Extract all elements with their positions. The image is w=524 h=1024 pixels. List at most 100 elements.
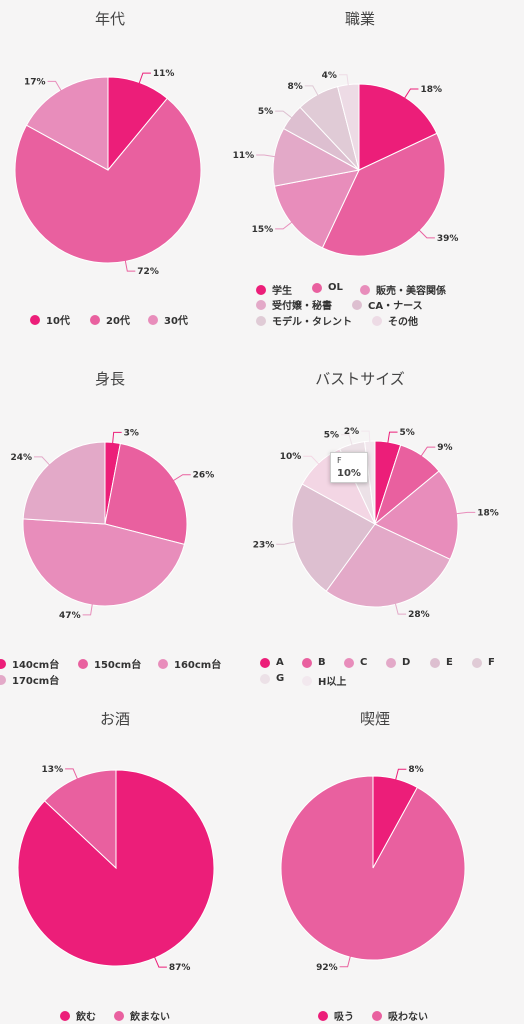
smoking-leader-line-0	[394, 768, 407, 781]
occupation-leader-line-6	[338, 74, 349, 87]
legend-item-150cm[interactable]: 150cm台	[78, 656, 141, 671]
legend-label: CA・ナース	[368, 301, 423, 312]
legend-label: H以上	[318, 677, 347, 688]
legend-item-c[interactable]: C	[344, 657, 367, 668]
bust-slice-1[interactable]	[373, 444, 440, 526]
occupation-slice-0[interactable]	[358, 83, 438, 171]
legend-item-other[interactable]: その他	[372, 313, 418, 328]
legend-dot	[372, 1010, 382, 1021]
occupation-slice-1[interactable]	[321, 132, 446, 257]
legend-item-drink[interactable]: 飲む	[60, 1008, 96, 1023]
bust-leader-line-1	[420, 446, 436, 458]
legend-item-e[interactable]: E	[430, 657, 453, 668]
legend-item-student[interactable]: 学生	[256, 282, 292, 297]
age-slice-0[interactable]	[107, 76, 168, 172]
legend-item-a[interactable]: A	[260, 657, 284, 668]
legend-item-sales-beauty[interactable]: 販売・美容関係	[360, 282, 446, 297]
legend-label: 10代	[46, 316, 70, 327]
chart-title-occupation: 職業	[344, 10, 375, 28]
legend-dot	[0, 674, 6, 685]
legend-item-b[interactable]: B	[302, 657, 326, 668]
age-data-label-2: 17%	[24, 77, 46, 87]
height-slice-1[interactable]	[104, 442, 188, 546]
legend-dot	[372, 315, 382, 326]
legend-item-30s[interactable]: 30代	[148, 312, 188, 327]
occupation-data-label-5: 8%	[287, 82, 302, 92]
alcohol-slice-1[interactable]	[43, 769, 117, 870]
occupation-leader-line-3	[256, 154, 277, 158]
bust-data-label-6: 5%	[324, 431, 339, 441]
bust-slice-4[interactable]	[291, 483, 376, 592]
smoking-slice-1[interactable]	[280, 775, 466, 961]
bust-data-label-2: 18%	[477, 508, 499, 518]
legend-item-g[interactable]: G	[260, 673, 284, 684]
smoking-slice-0[interactable]	[372, 775, 419, 869]
legend-label: 販売・美容関係	[376, 286, 446, 297]
age-data-label-0: 11%	[153, 69, 175, 79]
legend-label: その他	[388, 317, 418, 328]
alcohol-data-label-1: 13%	[42, 765, 64, 775]
height-leader-line-1	[172, 474, 191, 482]
legend-item-f[interactable]: F	[472, 657, 495, 668]
bust-slice-3[interactable]	[325, 523, 451, 608]
chart-title-height: 身長	[94, 370, 125, 388]
height-slice-3[interactable]	[22, 441, 106, 525]
occupation-slice-4[interactable]	[282, 106, 360, 171]
legend-item-20s[interactable]: 20代	[90, 312, 130, 327]
hover-tooltip: F 10%	[330, 452, 368, 483]
legend-item-smoke[interactable]: 吸う	[318, 1008, 354, 1023]
height-slice-0[interactable]	[104, 441, 121, 525]
legend-item-receptionist[interactable]: 受付嬢・秘書	[256, 297, 332, 312]
bust-leader-line-0	[387, 431, 398, 445]
legend-item-160cm[interactable]: 160cm台	[158, 656, 221, 671]
occupation-slice-6[interactable]	[337, 83, 360, 171]
age-slice-2[interactable]	[25, 76, 109, 171]
occupation-slice-3[interactable]	[272, 127, 361, 187]
legend-dot	[78, 658, 88, 669]
legend-item-ca-nurse[interactable]: CA・ナース	[352, 297, 423, 312]
height-leader-line-2	[82, 602, 93, 616]
occupation-data-label-0: 18%	[420, 85, 442, 95]
height-leader-line-0	[112, 431, 122, 445]
legend-dot	[302, 675, 312, 686]
legend-dot	[90, 314, 100, 325]
alcohol-slice-0[interactable]	[17, 769, 215, 967]
bust-data-label-3: 28%	[408, 610, 430, 620]
bust-slice-0[interactable]	[374, 440, 402, 525]
age-slice-1[interactable]	[14, 97, 202, 264]
legend-item-no-smoke[interactable]: 吸わない	[372, 1008, 428, 1023]
legend-label: 学生	[272, 286, 292, 297]
height-slice-2[interactable]	[22, 518, 186, 607]
bust-slice-2[interactable]	[374, 470, 459, 561]
bust-leader-line-2	[455, 511, 476, 515]
legend-item-no-drink[interactable]: 飲まない	[114, 1008, 170, 1023]
occupation-slice-5[interactable]	[299, 86, 360, 171]
bust-leader-line-7	[361, 430, 371, 444]
legend-label: 160cm台	[174, 660, 222, 671]
legend-item-170cm[interactable]: 170cm台	[0, 672, 59, 687]
bust-data-label-4: 23%	[253, 540, 275, 550]
legend-item-ol[interactable]: OL	[312, 282, 343, 293]
legend-label: 20代	[106, 316, 130, 327]
legend-item-140cm[interactable]: 140cm台	[0, 656, 59, 671]
legend-dot	[302, 657, 312, 668]
legend-dot	[352, 299, 362, 310]
legend-dot	[360, 284, 370, 295]
bust-data-label-5: 10%	[280, 452, 302, 462]
bust-leader-line-3	[394, 602, 407, 615]
height-data-label-1: 26%	[193, 471, 215, 481]
legend-item-10s[interactable]: 10代	[30, 312, 70, 327]
height-data-label-3: 24%	[10, 453, 32, 463]
legend-dot	[60, 1010, 70, 1021]
legend-item-model-talent[interactable]: モデル・タレント	[256, 313, 352, 328]
legend-item-d[interactable]: D	[386, 657, 410, 668]
occupation-data-label-1: 39%	[437, 234, 459, 244]
legend-label: D	[402, 657, 411, 668]
legend-label: B	[318, 657, 326, 668]
legend-item-h-plus[interactable]: H以上	[302, 673, 346, 688]
occupation-slice-2[interactable]	[273, 169, 360, 249]
bust-data-label-7: 2%	[344, 427, 359, 437]
occupation-data-label-4: 5%	[258, 107, 273, 117]
